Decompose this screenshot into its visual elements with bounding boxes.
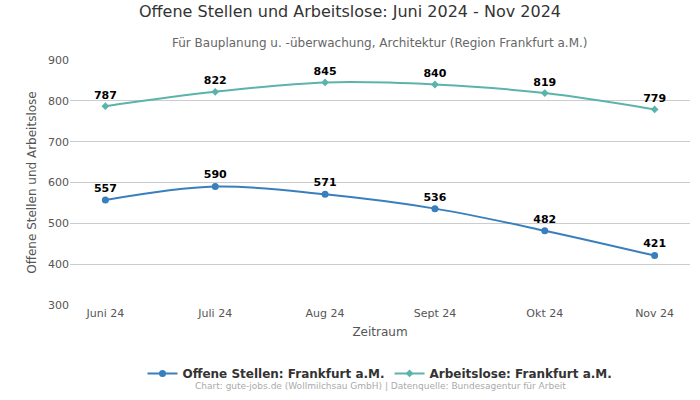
- svg-text:Für Bauplanung u. -überwachung: Für Bauplanung u. -überwachung, Architek…: [172, 36, 588, 50]
- svg-text:779: 779: [643, 92, 666, 105]
- svg-text:500: 500: [48, 217, 69, 230]
- svg-text:Chart: gute-jobs.de (Wollmilch: Chart: gute-jobs.de (Wollmilchsau GmbH) …: [195, 381, 566, 391]
- svg-text:Offene Stellen und Arbeitslose: Offene Stellen und Arbeitslose: Juni 202…: [139, 2, 561, 21]
- svg-text:421: 421: [643, 237, 666, 250]
- svg-text:822: 822: [204, 74, 227, 87]
- svg-text:300: 300: [48, 299, 69, 312]
- svg-text:600: 600: [48, 176, 69, 189]
- svg-text:Zeitraum: Zeitraum: [352, 325, 407, 339]
- svg-text:557: 557: [94, 182, 117, 195]
- svg-text:536: 536: [423, 191, 446, 204]
- svg-text:482: 482: [533, 213, 556, 226]
- svg-text:840: 840: [423, 67, 446, 80]
- svg-text:Aug 24: Aug 24: [306, 307, 345, 320]
- svg-text:Juli 24: Juli 24: [197, 307, 232, 320]
- svg-text:Sept 24: Sept 24: [414, 307, 457, 320]
- svg-text:400: 400: [48, 258, 69, 271]
- svg-text:Offene Stellen: Frankfurt a.M.: Offene Stellen: Frankfurt a.M.: [183, 367, 385, 381]
- svg-text:800: 800: [48, 95, 69, 108]
- svg-text:Juni 24: Juni 24: [86, 307, 125, 320]
- svg-text:845: 845: [314, 65, 337, 78]
- svg-text:787: 787: [94, 89, 117, 102]
- svg-text:Okt 24: Okt 24: [526, 307, 563, 320]
- svg-text:Offene Stellen und Arbeitslose: Offene Stellen und Arbeitslose: [25, 91, 39, 273]
- svg-text:Arbeitslose: Frankfurt a.M.: Arbeitslose: Frankfurt a.M.: [430, 367, 612, 381]
- svg-text:571: 571: [314, 176, 337, 189]
- svg-text:Nov 24: Nov 24: [635, 307, 674, 320]
- svg-text:819: 819: [533, 76, 556, 89]
- svg-text:700: 700: [48, 136, 69, 149]
- svg-text:900: 900: [48, 54, 69, 67]
- svg-text:590: 590: [204, 168, 227, 181]
